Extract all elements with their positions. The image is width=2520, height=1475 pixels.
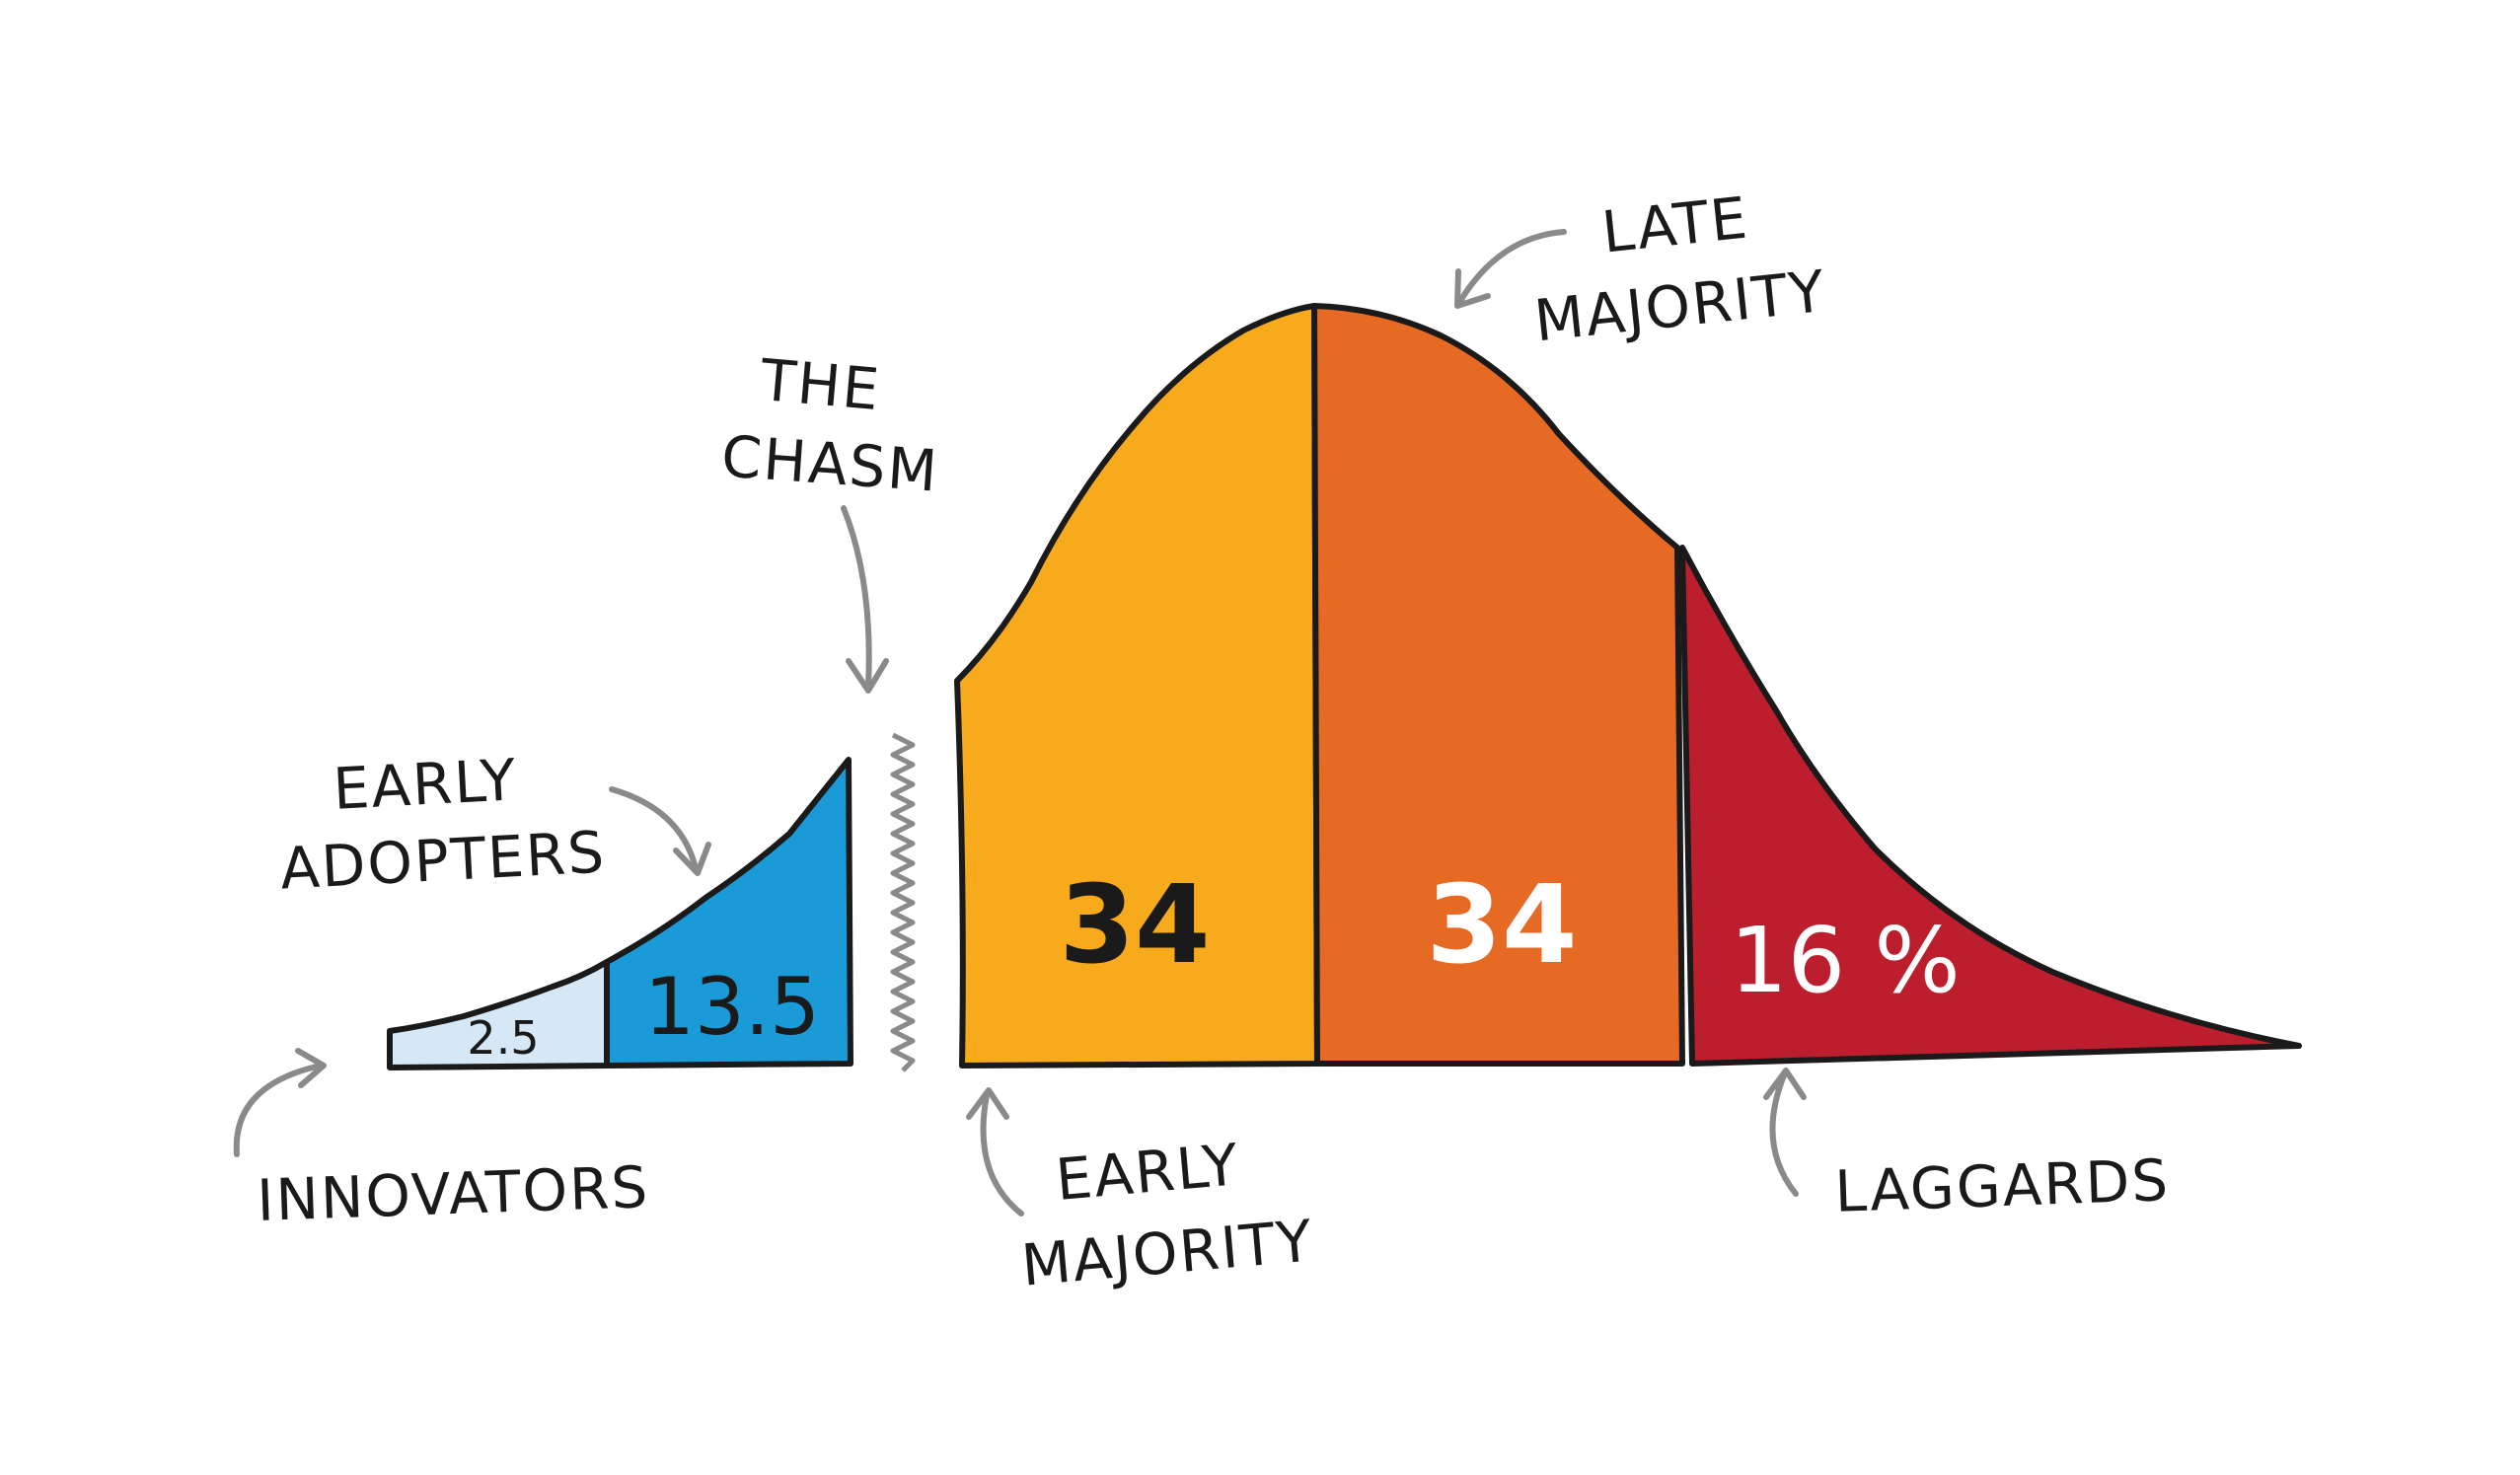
early-majority-segment	[954, 303, 1320, 1069]
laggards-value: 16 %	[1730, 908, 1961, 1013]
innovators-label: INNOVATORS	[256, 1153, 650, 1234]
early-majority-value: 34	[1059, 861, 1210, 988]
laggards-segment	[1679, 545, 2302, 1067]
chasm-arrow	[841, 505, 889, 694]
early-adopters-value: 13.5	[644, 961, 820, 1053]
innovators-segment	[387, 959, 610, 1070]
early-adopters-label-line2: ADOPTERS	[278, 818, 607, 902]
late-majority-label-line2: MAJORITY	[1531, 258, 1829, 355]
chasm-label-line1: THE	[757, 346, 883, 423]
early-adopters-segment	[604, 757, 853, 1069]
late-majority-value: 34	[1426, 861, 1577, 988]
chasm-label-line2: CHASM	[719, 422, 941, 504]
early-majority-arrow	[966, 1087, 1024, 1217]
early-adopters-label-line1: EARLY	[332, 746, 519, 823]
early-majority-label-line1: EARLY	[1053, 1131, 1242, 1214]
late-majority-label-line1: LATE	[1598, 184, 1751, 266]
early-adopters-arrow	[609, 786, 711, 876]
innovators-arrow	[233, 1048, 327, 1157]
late-majority-segment	[1311, 303, 1685, 1067]
laggards-label: LAGGARDS	[1833, 1146, 2171, 1225]
innovators-value: 2.5	[467, 1011, 539, 1065]
late-majority-arrow	[1454, 229, 1567, 309]
early-majority-label-line2: MAJORITY	[1018, 1207, 1316, 1299]
chasm-zigzag	[890, 732, 916, 1072]
laggards-arrow	[1763, 1068, 1807, 1197]
